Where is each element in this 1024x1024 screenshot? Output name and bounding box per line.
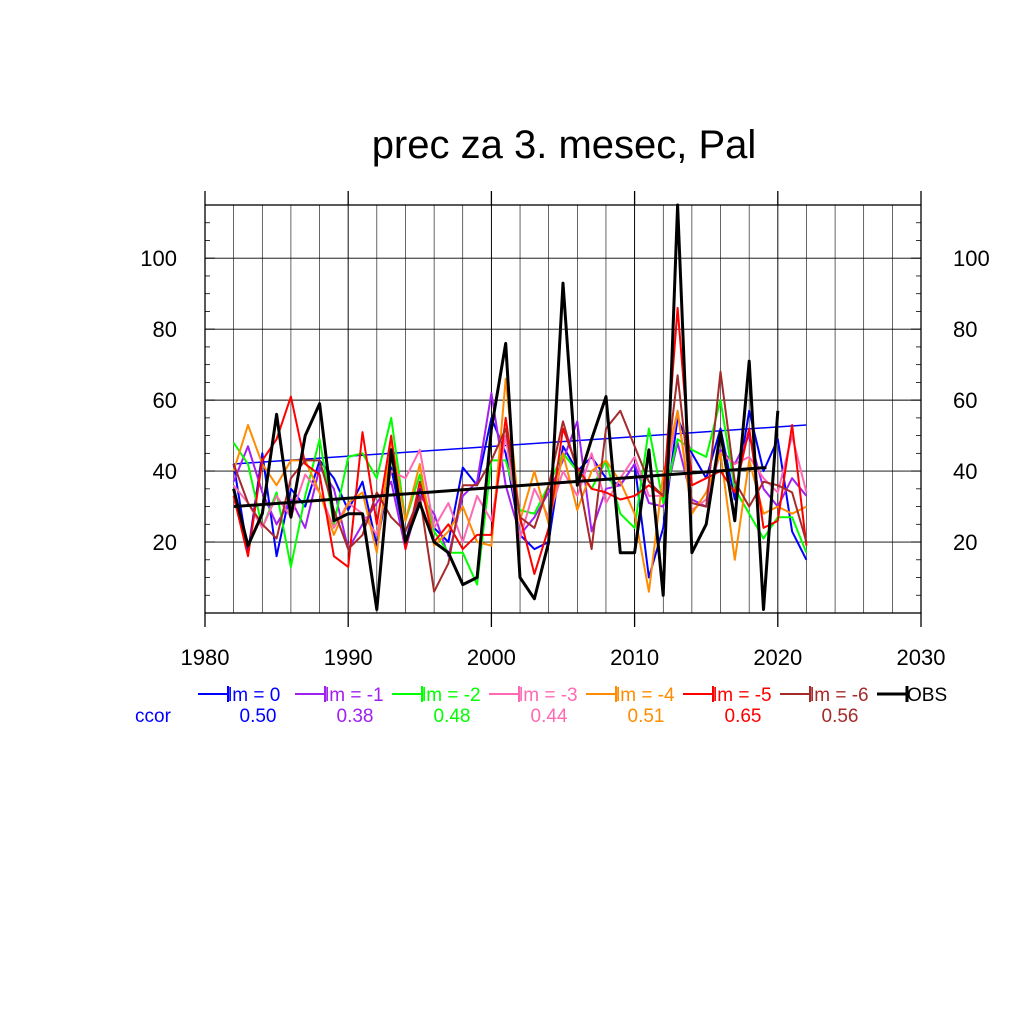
series-line-7 [232,203,780,611]
x-tick-label: 2010 [610,645,659,670]
legend-label-3: lm = -3 [519,685,578,706]
legend-ccor-5: 0.65 [725,706,762,727]
legend-label-0: lm = 0 [228,685,280,706]
series-layer [232,203,808,611]
trend-line-7 [233,466,767,509]
y-tick-label-right: 20 [953,530,977,555]
trend-line-0 [233,424,807,465]
legend-label-4: lm = -4 [616,685,675,706]
chart-title: prec za 3. mesec, Pal [372,123,757,167]
x-tick-label: 2000 [467,645,516,670]
y-tick-label-right: 80 [953,317,977,342]
legend-ccor-3: 0.44 [531,706,568,727]
legend-ccor-1: 0.38 [337,706,374,727]
x-tick-label: 1990 [324,645,373,670]
x-tick-label: 1980 [181,645,230,670]
legend-ccor-4: 0.51 [628,706,665,727]
y-tick-label-right: 40 [953,459,977,484]
legend-label-7: OBS [907,685,947,706]
legend-label-2: lm = -2 [422,685,481,706]
ccor-label: ccor [135,706,172,727]
y-tick-label-left: 100 [140,246,177,271]
legend-ccor-0: 0.50 [240,706,277,727]
plot-frame [204,204,922,614]
y-tick-label-left: 60 [153,388,177,413]
x-tick-label: 2030 [897,645,946,670]
legend-label-6: lm = -6 [810,685,869,706]
legend-ccor-6: 0.56 [822,706,859,727]
x-tick-label: 2020 [753,645,802,670]
y-tick-label-left: 20 [153,530,177,555]
legend-ccor-2: 0.48 [434,706,471,727]
legend-label-5: lm = -5 [713,685,772,706]
y-tick-label-left: 80 [153,317,177,342]
legend-label-1: lm = -1 [325,685,384,706]
y-tick-label-right: 60 [953,388,977,413]
y-tick-label-right: 100 [953,246,990,271]
grid-lines [204,205,922,613]
y-tick-label-left: 40 [153,459,177,484]
